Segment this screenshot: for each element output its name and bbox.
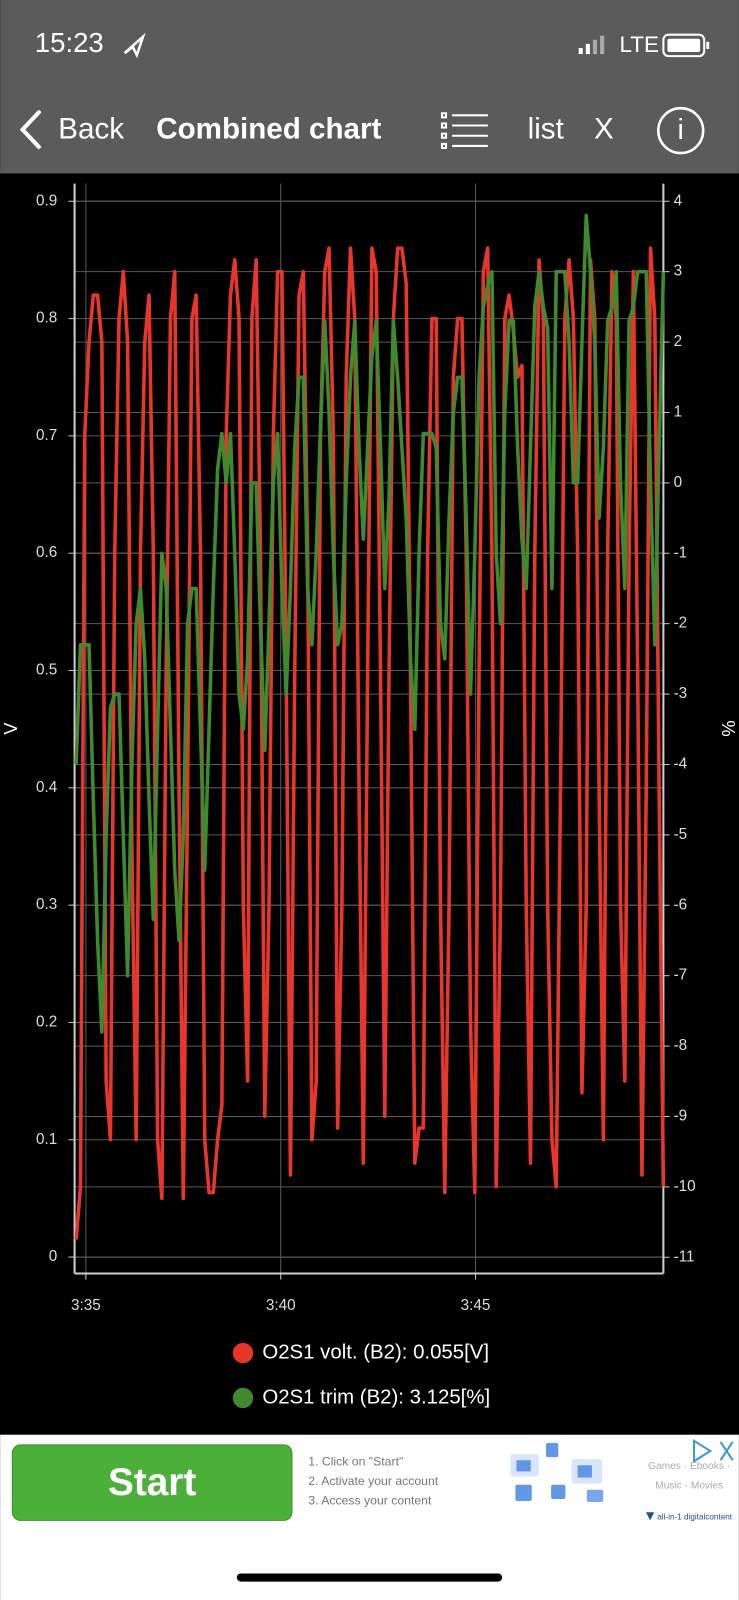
ad-illustration	[510, 1442, 604, 1503]
ad-step: 2. Activate your account	[308, 1474, 438, 1488]
y2-tick-label: -9	[674, 1108, 688, 1125]
list-icon[interactable]	[440, 112, 488, 149]
signal-icon	[578, 35, 605, 55]
back-label[interactable]: Back	[58, 112, 124, 145]
y2-tick-label: 0	[674, 474, 683, 491]
battery-icon	[662, 33, 710, 58]
y2-tick-label: -2	[674, 615, 688, 632]
y2-tick-label: 4	[674, 192, 683, 209]
y2-tick-label: -4	[674, 756, 688, 773]
home-indicator	[236, 1573, 503, 1582]
y2-tick-label: 3	[674, 263, 683, 280]
legend-marker	[232, 1387, 254, 1409]
y2-tick-label: -7	[674, 967, 688, 984]
ad-brand-icon	[646, 1512, 655, 1521]
y2-tick-label: -11	[674, 1248, 695, 1265]
list-button[interactable]: list	[528, 112, 564, 145]
y-tick-label: 0.6	[36, 544, 57, 561]
ad-step: 1. Click on "Start"	[308, 1454, 403, 1468]
x-tick-label: 3:40	[266, 1297, 296, 1314]
y2-tick-label: 1	[674, 404, 683, 421]
x-tick-label: 3:35	[71, 1297, 101, 1314]
y-tick-label: 0.8	[36, 310, 57, 327]
y2-tick-label: -5	[674, 826, 688, 843]
y2-axis-label: %	[718, 720, 739, 736]
close-button[interactable]: X	[594, 112, 614, 145]
back-button[interactable]: Back	[19, 110, 125, 149]
chart: 0 0.1 0.2 0.3 0.4 0.5 0.6 0.7 0.8 0.9 4 3 2 1 0 -1 -2 -3 -…	[36, 183, 696, 1314]
legend-marker	[232, 1342, 254, 1364]
legend-label: O2S1 volt. (B2): 0.055[V]	[262, 1341, 489, 1363]
ad-button-label[interactable]: Start	[108, 1461, 196, 1504]
y2-tick-label: -8	[674, 1037, 688, 1054]
y-tick-label: 0.2	[36, 1013, 57, 1030]
ad-brand: all-in-1 digitalcontent	[657, 1513, 733, 1522]
ad-tags: Music · Movies	[655, 1480, 723, 1491]
y2-tick-label: 2	[674, 333, 683, 350]
y2-tick-label: -6	[674, 896, 688, 913]
header-background	[0, 0, 739, 174]
network-label: LTE	[620, 32, 660, 57]
y-tick-label: 0.3	[36, 896, 57, 913]
y2-tick-label: -3	[674, 685, 688, 702]
y-tick-label: 0.4	[36, 779, 58, 796]
ad-start-button[interactable]: Start	[11, 1444, 293, 1521]
ad-tags: Games · Ebooks ·	[648, 1461, 730, 1472]
y-tick-label: 0	[49, 1248, 58, 1265]
y-tick-label: 0.7	[36, 427, 57, 444]
legend-label: O2S1 trim (B2): 3.125[%]	[262, 1386, 490, 1408]
info-button[interactable]: i	[678, 114, 684, 146]
info-circle[interactable]	[657, 106, 705, 155]
nav-title: Combined chart	[156, 112, 381, 145]
status-time: 15:23	[35, 27, 104, 58]
series-line	[74, 213, 666, 1034]
ad-choices-icon[interactable]	[692, 1438, 734, 1464]
y2-tick-label: -1	[674, 544, 688, 561]
location-icon	[123, 32, 146, 59]
y2-tick-label: -10	[674, 1178, 696, 1195]
y-axis-label: V	[0, 722, 21, 735]
x-tick-label: 3:45	[461, 1297, 491, 1314]
y-tick-label: 0.9	[36, 192, 57, 209]
ad-step: 3. Access your content	[308, 1493, 432, 1507]
y-tick-label: 0.1	[36, 1131, 57, 1148]
y-tick-label: 0.5	[36, 662, 57, 679]
